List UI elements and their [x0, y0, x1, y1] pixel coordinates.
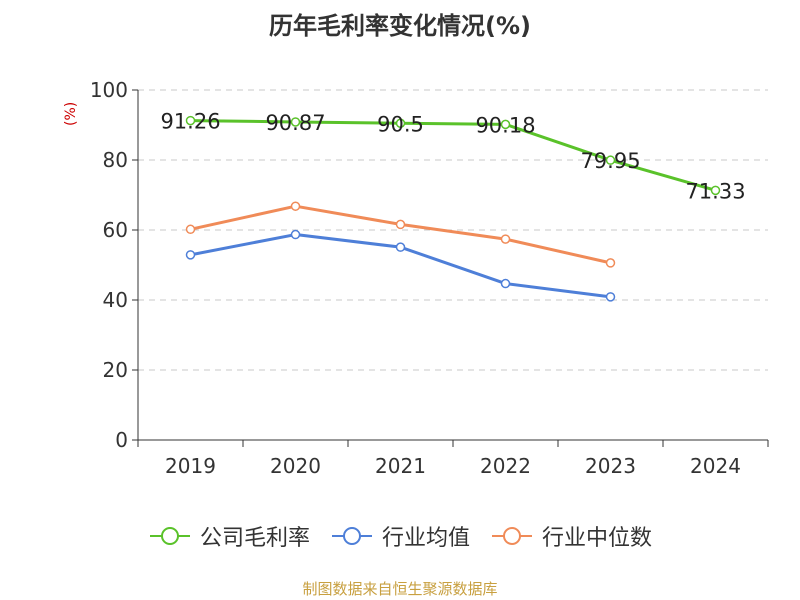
data-label-2024: 71.33	[685, 179, 745, 203]
axes: 0 20 40 60 80 100 2019 2020 2021 2022 2023 2024	[90, 78, 769, 478]
data-point-2-2020	[290, 201, 301, 211]
data-point-1-2021	[395, 242, 406, 252]
data-label-2020: 90.87	[265, 111, 325, 135]
legend-marker-industry-mean	[331, 527, 372, 545]
series-line-2	[190, 204, 611, 265]
legend: 公司毛利率 行业均值 行业中位数	[0, 520, 800, 552]
x-tick-label-2024: 2024	[690, 454, 741, 478]
series-line-0	[190, 119, 716, 192]
data-point-2-2019	[185, 224, 196, 235]
series	[185, 115, 721, 302]
y-tick-label: 40	[103, 288, 128, 312]
data-point-0-2019	[185, 115, 196, 126]
data-point-0-2024	[710, 185, 721, 196]
grid-lines	[138, 89, 768, 371]
data-point-1-2023	[605, 292, 616, 302]
legend-item-industry-median[interactable]: 行业中位数	[490, 520, 652, 552]
data-point-2-2021	[395, 219, 406, 230]
legend-marker-company	[149, 527, 190, 545]
data-label-2021: 90.5	[377, 112, 424, 136]
source-note: 制图数据来自恒生聚源数据库	[302, 580, 498, 598]
data-point-1-2020	[290, 229, 301, 240]
x-tick-label-2021: 2021	[375, 454, 426, 478]
data-point-0-2022	[500, 119, 511, 130]
y-tick-label: 0	[115, 428, 128, 452]
data-label-2022: 90.18	[475, 113, 535, 137]
y-tick-label: 100	[90, 78, 128, 102]
legend-label-industry-median: 行业中位数	[542, 526, 653, 551]
data-point-2-2023	[605, 258, 616, 268]
x-tick-label-2023: 2023	[585, 454, 636, 478]
x-tick-label-2022: 2022	[480, 454, 531, 478]
legend-item-company[interactable]: 公司毛利率	[148, 520, 310, 552]
legend-marker-industry-median	[492, 527, 532, 545]
y-tick-label: 20	[103, 358, 128, 382]
data-point-2-2022	[500, 234, 511, 244]
data-point-1-2019	[185, 250, 196, 260]
y-tick-label: 80	[103, 148, 128, 172]
data-label-2023: 79.95	[580, 149, 640, 173]
data-point-0-2020	[290, 117, 301, 127]
data-point-1-2022	[500, 278, 511, 289]
legend-item-industry-mean[interactable]: 行业均值	[330, 520, 470, 552]
x-tick-label-2019: 2019	[165, 454, 216, 478]
data-label-2019: 91.26	[160, 110, 220, 134]
legend-label-industry-mean: 行业均值	[381, 526, 470, 551]
x-tick-label-2020: 2020	[270, 454, 321, 478]
data-point-0-2023	[605, 155, 616, 165]
data-labels: 91.26 90.87 90.5 90.18 79.95 71.33	[160, 110, 745, 204]
data-point-0-2021	[395, 118, 406, 128]
chart-title: 历年毛利率变化情况(%)	[269, 12, 531, 40]
legend-label-company: 公司毛利率	[199, 526, 310, 551]
y-tick-label: 60	[103, 218, 128, 242]
